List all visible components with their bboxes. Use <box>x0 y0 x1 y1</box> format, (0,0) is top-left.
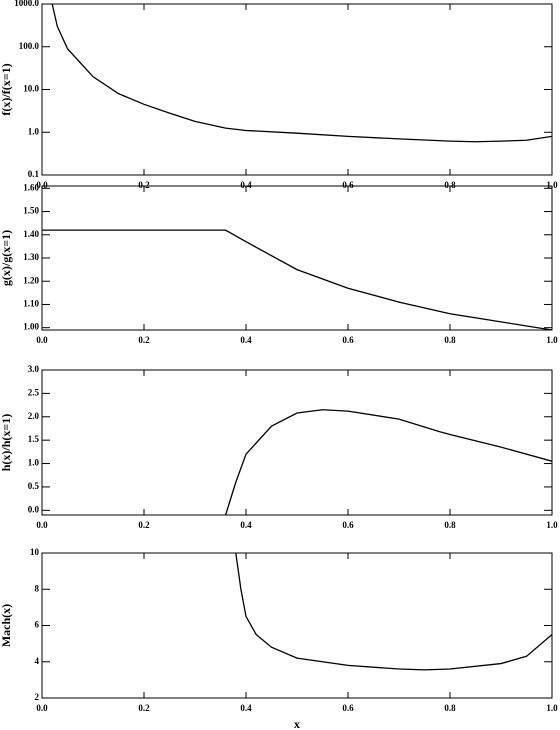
x-tick-label: 0.4 <box>240 335 252 345</box>
y-tick-label: 2.0 <box>28 411 40 421</box>
x-tick-label: 0.4 <box>240 180 252 190</box>
plot-frame <box>41 185 553 331</box>
y-tick-label: 10 <box>30 547 40 557</box>
x-tick-label: 0.0 <box>36 703 48 713</box>
data-line <box>42 229 552 330</box>
x-tick-label: 0.2 <box>138 180 150 190</box>
x-tick-label: 0.0 <box>36 520 48 530</box>
x-tick-label: 1.0 <box>546 520 558 530</box>
x-tick-label: 0.8 <box>444 703 456 713</box>
y-tick-label: 0.5 <box>28 481 40 491</box>
x-tick-label: 1.0 <box>546 703 558 713</box>
y-tick-label: 1.0 <box>28 458 40 468</box>
x-axis-title: x <box>294 717 300 730</box>
y-axis-title: g(x)/g(x=1) <box>0 230 13 286</box>
y-tick-label: 1.30 <box>23 252 39 262</box>
y-axis-title: h(x)/h(x=1) <box>0 414 13 472</box>
y-tick-label: 3.0 <box>28 364 40 374</box>
x-tick-label: 0.6 <box>342 335 354 345</box>
y-tick-label: 1.40 <box>23 229 39 239</box>
x-tick-label: 0.8 <box>444 180 456 190</box>
y-tick-label: 1.20 <box>23 275 39 285</box>
x-tick-label: 0.8 <box>444 520 456 530</box>
plot-frame <box>41 552 553 699</box>
x-tick-label: 0.4 <box>240 703 252 713</box>
y-axis-title: Mach(x) <box>0 604 13 647</box>
y-axis-title: f(x)/f(x=1) <box>0 63 13 115</box>
y-tick-label: 8 <box>35 583 40 593</box>
x-tick-label: 0.0 <box>36 335 48 345</box>
plot-frame <box>41 3 553 176</box>
x-tick-label: 0.6 <box>342 520 354 530</box>
y-tick-label: 1.60 <box>23 182 39 192</box>
data-line <box>51 4 552 143</box>
x-tick-label: 0.2 <box>138 520 150 530</box>
x-tick-label: 0.6 <box>342 703 354 713</box>
data-line <box>224 409 552 515</box>
x-tick-label: 0.6 <box>342 180 354 190</box>
data-line <box>235 553 552 671</box>
x-tick-label: 0.0 <box>36 180 48 190</box>
y-tick-label: 1.0 <box>28 126 40 136</box>
x-tick-label: 0.2 <box>138 703 150 713</box>
y-tick-label: 1.10 <box>23 299 39 309</box>
x-tick-label: 0.8 <box>444 335 456 345</box>
y-tick-label: 6 <box>35 620 40 630</box>
y-tick-label: 100.0 <box>19 41 40 51</box>
y-tick-label: 1000.0 <box>14 0 39 8</box>
y-tick-label: 1.00 <box>23 322 39 332</box>
plot-frame <box>41 369 553 516</box>
y-tick-label: 0.0 <box>28 504 40 514</box>
x-tick-label: 1.0 <box>546 180 558 190</box>
y-tick-label: 2.5 <box>28 387 40 397</box>
y-tick-label: 1.50 <box>23 206 39 216</box>
y-tick-label: 0.1 <box>28 169 40 179</box>
x-tick-label: 0.4 <box>240 520 252 530</box>
y-tick-label: 4 <box>35 656 40 666</box>
y-tick-label: 1.5 <box>28 434 40 444</box>
y-tick-label: 10.0 <box>23 84 39 94</box>
x-tick-label: 0.2 <box>138 335 150 345</box>
x-tick-label: 1.0 <box>546 335 558 345</box>
y-tick-label: 2 <box>35 692 40 702</box>
